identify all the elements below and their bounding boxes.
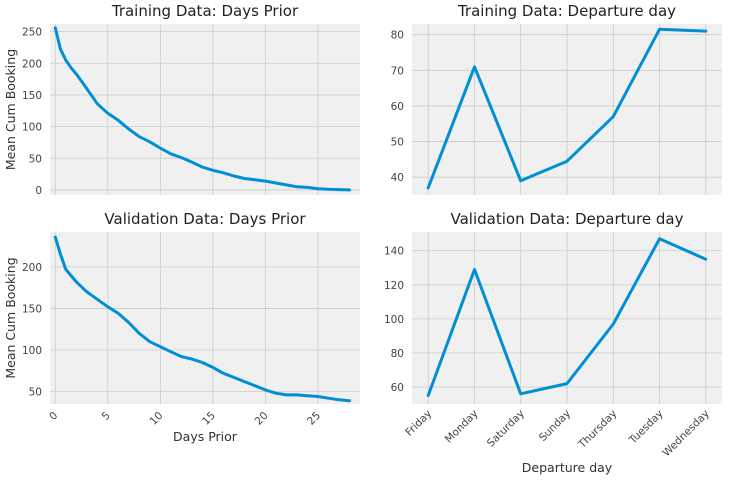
series-line: [426, 27, 708, 190]
series-line: [426, 237, 708, 397]
y-tick-label: 120: [384, 280, 404, 292]
series-line: [53, 26, 351, 192]
y-axis-label: Mean Cum Booking: [3, 49, 18, 170]
plot-area: [50, 232, 360, 404]
y-tick-label: 100: [22, 345, 42, 357]
y-tick-label: 200: [22, 262, 42, 274]
y-tick-label: 50: [29, 387, 42, 399]
y-axis-label: Mean Cum Booking: [3, 257, 18, 378]
y-tick-label: 70: [391, 65, 404, 77]
chart-panel-train-days: 0 50 100 150 200 250 Training Data: Days Prior…: [3, 2, 360, 197]
y-tick-label: 250: [22, 27, 42, 39]
y-tick-label: 0: [35, 185, 42, 197]
y-tick-label: 150: [22, 303, 42, 315]
y-tick-label: 80: [391, 348, 404, 360]
y-tick-label: 80: [391, 30, 404, 42]
y-tick-label: 140: [384, 246, 404, 258]
y-tick-label: 60: [391, 101, 404, 113]
y-tick-label: 50: [29, 153, 42, 165]
chart-title: Training Data: Departure day: [457, 2, 676, 20]
chart-title: Validation Data: Days Prior: [104, 210, 306, 228]
chart-title: Validation Data: Departure day: [451, 210, 684, 228]
chart-panel-train-dep: 40 50 60 70 80 Training Data: Departure day: [391, 2, 722, 195]
y-tick-label: 50: [391, 137, 404, 149]
x-axis-label: Departure day: [522, 460, 613, 475]
y-tick-label: 40: [391, 172, 404, 184]
y-tick-label: 200: [22, 58, 42, 70]
x-axis-label: Days Prior: [173, 429, 238, 444]
y-tick-label: 100: [384, 314, 404, 326]
y-tick-label: 100: [22, 122, 42, 134]
y-tick-label: 150: [22, 90, 42, 102]
series-line: [53, 235, 351, 403]
chart-title: Training Data: Days Prior: [111, 2, 299, 20]
y-tick-label: 60: [391, 382, 404, 394]
